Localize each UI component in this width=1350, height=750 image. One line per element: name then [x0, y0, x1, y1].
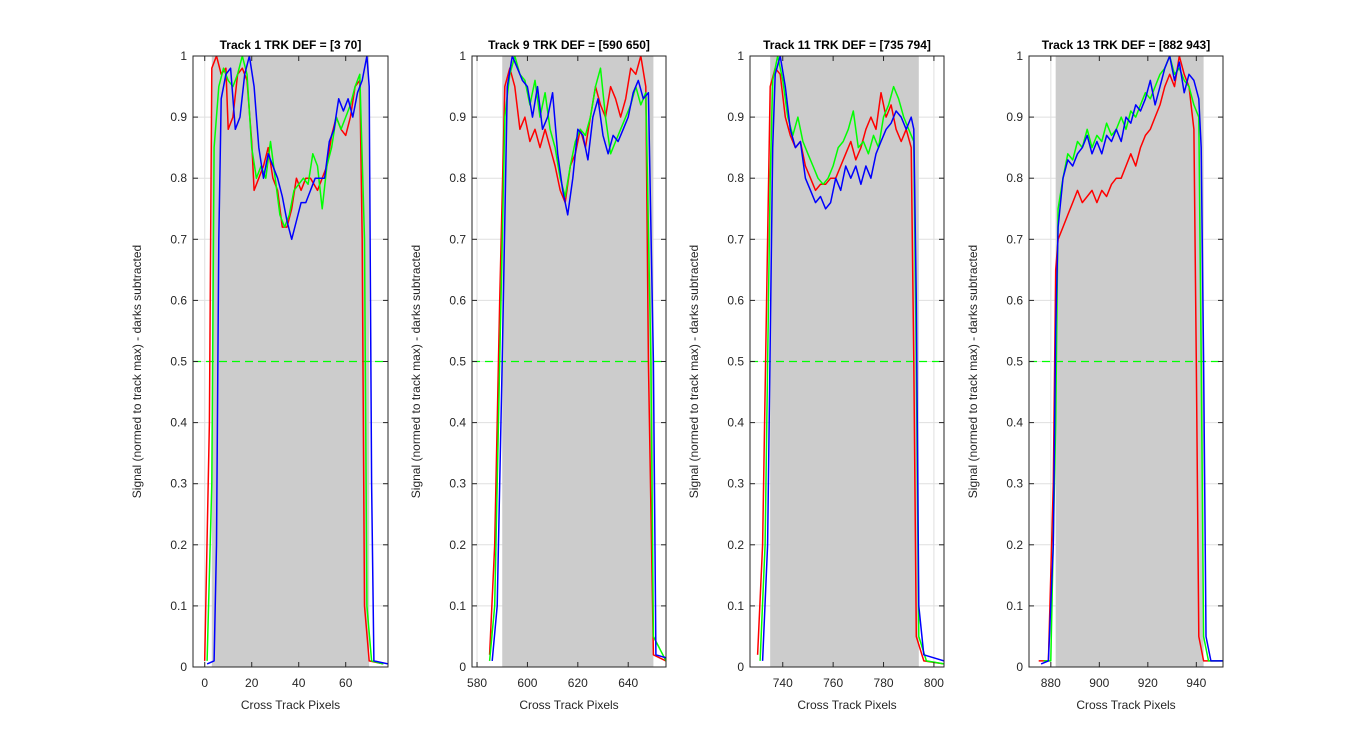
y-tick-label: 0.9 — [1006, 110, 1023, 124]
y-tick-label: 0.3 — [449, 477, 466, 491]
y-tick-label: 0.3 — [727, 477, 744, 491]
y-tick-label: 0.3 — [170, 477, 187, 491]
y-tick-label: 1 — [180, 49, 187, 63]
panel-4: 0 0.1 0.2 0.3 0.4 0.5 0.6 0.7 0.8 0.9 1 880 900 920 94… — [966, 38, 1224, 712]
y-axis-label: Signal (normed to track max) - darks sub… — [409, 245, 423, 498]
y-tick-label: 0.1 — [727, 599, 744, 613]
panel-2: 0 0.1 0.2 0.3 0.4 0.5 0.6 0.7 0.8 0.9 1 580 600 620 64… — [409, 38, 667, 712]
y-tick-label: 0.3 — [1006, 477, 1023, 491]
y-tick-label: 1 — [1016, 49, 1023, 63]
x-tick-label: 60 — [339, 676, 353, 690]
track-band — [1055, 56, 1204, 667]
y-tick-label: 0 — [1016, 660, 1023, 674]
y-tick-label: 0.7 — [170, 232, 187, 246]
x-tick-label: 580 — [467, 676, 487, 690]
x-tick-label: 620 — [568, 676, 588, 690]
y-axis-label: Signal (normed to track max) - darks sub… — [687, 245, 701, 498]
x-tick-label: 760 — [823, 676, 843, 690]
y-tick-label: 0.5 — [727, 355, 744, 369]
x-tick-label: 600 — [517, 676, 537, 690]
x-tick-label: 900 — [1089, 676, 1109, 690]
y-tick-label: 0.7 — [727, 232, 744, 246]
y-tick-label: 0.1 — [449, 599, 466, 613]
x-tick-label: 880 — [1041, 676, 1061, 690]
x-axis-label: Cross Track Pixels — [519, 698, 618, 712]
y-tick-label: 0.5 — [1006, 355, 1023, 369]
y-tick-label: 0.2 — [727, 538, 744, 552]
y-tick-label: 0.6 — [449, 293, 466, 307]
y-tick-label: 0.8 — [170, 171, 187, 185]
y-tick-label: 0.8 — [727, 171, 744, 185]
y-tick-label: 0.2 — [170, 538, 187, 552]
series-line-blue — [761, 56, 944, 662]
y-tick-label: 0.7 — [449, 232, 466, 246]
panel-1: 0 0.1 0.2 0.3 0.4 0.5 0.6 0.7 0.8 0.9 1 0 20 40 60 Trac… — [130, 38, 389, 712]
x-tick-label: 0 — [201, 676, 208, 690]
x-tick-label: 740 — [773, 676, 793, 690]
y-tick-label: 0.8 — [449, 171, 466, 185]
y-tick-label: 0 — [737, 660, 744, 674]
y-tick-label: 0.4 — [449, 416, 466, 430]
y-tick-label: 0.9 — [727, 110, 744, 124]
x-axis-label: Cross Track Pixels — [797, 698, 896, 712]
series-line-green — [759, 56, 944, 665]
y-tick-label: 0.1 — [1006, 599, 1023, 613]
panel-title: Track 11 TRK DEF = [735 794] — [763, 38, 931, 52]
series-line-blue — [206, 56, 388, 665]
x-tick-label: 940 — [1186, 676, 1206, 690]
y-tick-label: 0.6 — [170, 293, 187, 307]
y-tick-label: 0.4 — [727, 416, 744, 430]
y-tick-label: 0.6 — [1006, 293, 1023, 307]
y-tick-label: 0 — [459, 660, 466, 674]
x-tick-label: 920 — [1138, 676, 1158, 690]
y-tick-label: 0.6 — [727, 293, 744, 307]
series-line-red — [756, 67, 944, 665]
x-tick-label: 40 — [292, 676, 306, 690]
x-axis-label: Cross Track Pixels — [1076, 698, 1175, 712]
y-tick-label: 0 — [180, 660, 187, 674]
y-tick-label: 0.9 — [449, 110, 466, 124]
panel-title: Track 13 TRK DEF = [882 943] — [1042, 38, 1210, 52]
series-line-blue — [1040, 56, 1223, 665]
y-tick-label: 0.1 — [170, 599, 187, 613]
x-tick-label: 800 — [924, 676, 944, 690]
y-tick-label: 0.7 — [1006, 232, 1023, 246]
series-line-blue — [491, 56, 666, 661]
y-tick-label: 0.5 — [449, 355, 466, 369]
x-tick-label: 640 — [618, 676, 638, 690]
y-tick-label: 0.4 — [170, 416, 187, 430]
y-tick-label: 1 — [459, 49, 466, 63]
series-line-green — [1043, 56, 1223, 662]
y-axis-label: Signal (normed to track max) - darks sub… — [130, 245, 144, 498]
x-axis-label: Cross Track Pixels — [241, 698, 340, 712]
y-tick-label: 0.9 — [170, 110, 187, 124]
y-tick-label: 1 — [737, 49, 744, 63]
series-line-red — [203, 56, 384, 665]
y-axis-label: Signal (normed to track max) - darks sub… — [966, 245, 980, 498]
series-line-red — [1038, 56, 1223, 662]
panel-title: Track 1 TRK DEF = [3 70] — [220, 38, 362, 52]
y-tick-label: 0.2 — [449, 538, 466, 552]
y-tick-label: 0.4 — [1006, 416, 1023, 430]
panel-3: 0 0.1 0.2 0.3 0.4 0.5 0.6 0.7 0.8 0.9 1 740 760 780 80… — [687, 38, 945, 712]
y-tick-label: 0.5 — [170, 355, 187, 369]
y-tick-label: 0.2 — [1006, 538, 1023, 552]
panel-title: Track 9 TRK DEF = [590 650] — [488, 38, 650, 52]
x-tick-label: 780 — [874, 676, 894, 690]
x-tick-label: 20 — [245, 676, 259, 690]
y-tick-label: 0.8 — [1006, 171, 1023, 185]
